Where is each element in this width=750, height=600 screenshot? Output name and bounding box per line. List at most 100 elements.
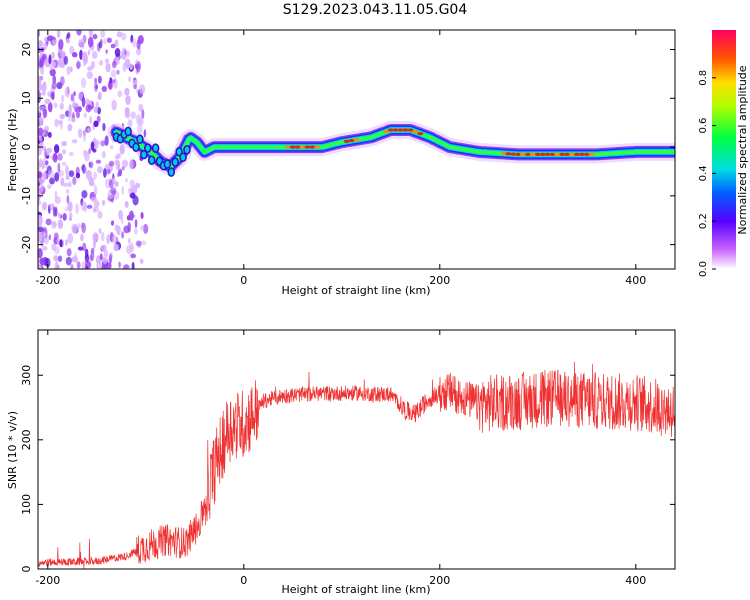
noise-blob <box>108 179 114 189</box>
noise-blob <box>99 253 103 260</box>
noise-blob <box>78 39 81 47</box>
noise-blob <box>103 38 108 45</box>
noise-blob <box>93 185 98 197</box>
noise-blob <box>77 128 83 139</box>
ridge-peak <box>515 152 522 156</box>
noise-blob <box>43 231 46 238</box>
noise-blob <box>111 234 118 245</box>
ridge-blob <box>179 152 187 163</box>
noise-blob <box>76 261 81 269</box>
noise-blob <box>80 233 84 242</box>
noise-blob <box>38 214 43 226</box>
ridge-peak <box>314 145 321 149</box>
noise-blob <box>38 248 43 259</box>
y-tick-label: 100 <box>20 494 33 515</box>
ridge-peak <box>559 152 566 156</box>
noise-blob <box>76 61 81 69</box>
noise-blob <box>97 210 103 220</box>
snr-xlabel: Height of straight line (km) <box>281 583 430 596</box>
ridge-peak <box>284 145 291 149</box>
noise-blob <box>120 216 124 225</box>
y-tick-label: 0 <box>20 566 33 573</box>
noise-blob <box>94 81 98 93</box>
ridge-peak <box>304 145 311 149</box>
noise-blob <box>66 248 72 257</box>
noise-blob <box>53 102 58 109</box>
noise-blob <box>86 204 93 209</box>
noise-blob <box>100 231 105 242</box>
ridge-peak <box>554 152 561 156</box>
noise-blob <box>39 116 45 122</box>
noise-blob <box>81 190 88 199</box>
noise-blob <box>88 177 94 186</box>
noise-blob <box>110 43 116 49</box>
noise-blob <box>44 160 49 166</box>
noise-blob <box>124 58 131 69</box>
noise-blob <box>38 57 45 69</box>
noise-blob <box>97 75 102 84</box>
noise-blob <box>47 35 54 41</box>
noise-blob <box>77 106 82 113</box>
noise-blob <box>92 33 98 40</box>
noise-blob <box>129 179 135 188</box>
noise-blob <box>132 79 138 86</box>
ridge-peak <box>578 152 585 156</box>
x-tick-label: 400 <box>625 274 646 287</box>
ridge-peak <box>299 145 306 149</box>
noise-blob <box>66 39 71 44</box>
noise-blob <box>90 196 98 202</box>
noise-blob <box>52 39 57 45</box>
noise-blob <box>135 182 141 189</box>
x-tick-label: 400 <box>625 574 646 587</box>
noise-blob <box>93 207 96 213</box>
noise-blob <box>129 159 134 170</box>
ridge-blob <box>163 159 172 169</box>
noise-blob <box>125 177 128 183</box>
noise-blob <box>93 200 100 209</box>
colorbar-tick-label: 0.0 <box>698 261 709 277</box>
spectrogram-xlabel: Height of straight line (km) <box>281 284 430 297</box>
ridge-blob <box>136 134 144 144</box>
noise-blob <box>56 236 60 245</box>
noise-blob <box>114 48 121 57</box>
noise-blob <box>87 66 93 71</box>
noise-blob <box>38 171 43 179</box>
spectrogram-frame <box>37 29 676 270</box>
noise-blob <box>85 170 89 177</box>
noise-blob <box>60 50 66 59</box>
y-tick-label: -20 <box>20 236 33 254</box>
ridge-peak <box>529 152 536 156</box>
noise-blob <box>127 221 131 233</box>
noise-blob <box>100 244 107 252</box>
noise-blob <box>75 172 81 179</box>
ridge-peak <box>544 152 551 156</box>
noise-blob <box>51 81 57 90</box>
noise-blob <box>97 91 102 101</box>
noise-blob <box>98 60 104 66</box>
ridge-blob <box>144 143 152 153</box>
noise-blob <box>121 185 124 196</box>
noise-blob <box>74 203 80 214</box>
ridge-peak <box>402 128 409 132</box>
ridge-peak <box>353 138 360 142</box>
y-tick-label: 10 <box>20 91 33 105</box>
ridge-peak <box>397 128 404 132</box>
noise-blob <box>123 264 130 269</box>
ridge-peak <box>343 139 350 143</box>
colorbar-tick-label: 0.2 <box>698 213 709 229</box>
noise-blob <box>63 182 70 187</box>
noise-blob <box>82 163 86 175</box>
ridge-blob <box>167 167 176 177</box>
y-tick-label: 200 <box>20 429 33 450</box>
noise-blob <box>109 144 114 150</box>
noise-blob <box>135 240 142 247</box>
ridge-peak <box>294 145 301 149</box>
spectrogram-ylabel: Frequency (Hz) <box>6 109 19 192</box>
ridge-peak <box>574 152 580 156</box>
noise-blob <box>83 112 87 119</box>
noise-blob <box>61 140 67 147</box>
noise-blob <box>104 178 111 189</box>
ridge-peak <box>392 128 399 132</box>
noise-blob <box>100 140 106 147</box>
